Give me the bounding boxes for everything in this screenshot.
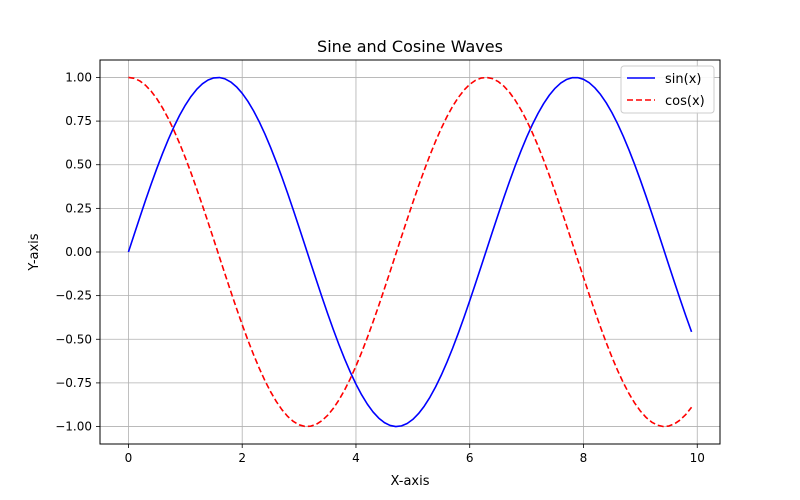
x-axis-label: X-axis (391, 474, 430, 489)
y-axis-label: Y-axis (27, 233, 42, 271)
x-tick-label: 0 (125, 451, 133, 465)
x-tick-label: 10 (690, 451, 705, 465)
y-tick-label: 0.00 (65, 245, 92, 259)
y-tick-label: 1.00 (65, 70, 92, 84)
x-tick-label: 2 (238, 451, 246, 465)
legend-label-cos: cos(x) (665, 94, 705, 109)
y-tick-label: −0.75 (55, 376, 92, 390)
y-tick-label: 0.25 (65, 201, 92, 215)
x-tick-label: 8 (580, 451, 588, 465)
x-tick-label: 6 (466, 451, 474, 465)
y-tick-label: −0.25 (55, 289, 92, 303)
series-line-cos (128, 76, 693, 428)
y-tick-label: 0.50 (65, 158, 92, 172)
series-lines (127, 76, 693, 428)
series-line-sin (127, 76, 693, 428)
y-tick-label: 0.75 (65, 114, 92, 128)
legend-label-sin: sin(x) (665, 72, 701, 87)
grid-lines (100, 60, 720, 444)
y-tick-label: −0.50 (55, 332, 92, 346)
legend: sin(x) cos(x) (620, 65, 715, 114)
y-tick-label: −1.00 (55, 420, 92, 434)
axis-ticks: 0 2 4 6 8 10 −1.00 −0.75 −0.50 −0.25 0.00 0.25 0.50 0… (55, 70, 705, 465)
x-tick-label: 4 (352, 451, 360, 465)
chart-title: Sine and Cosine Waves (317, 37, 503, 56)
